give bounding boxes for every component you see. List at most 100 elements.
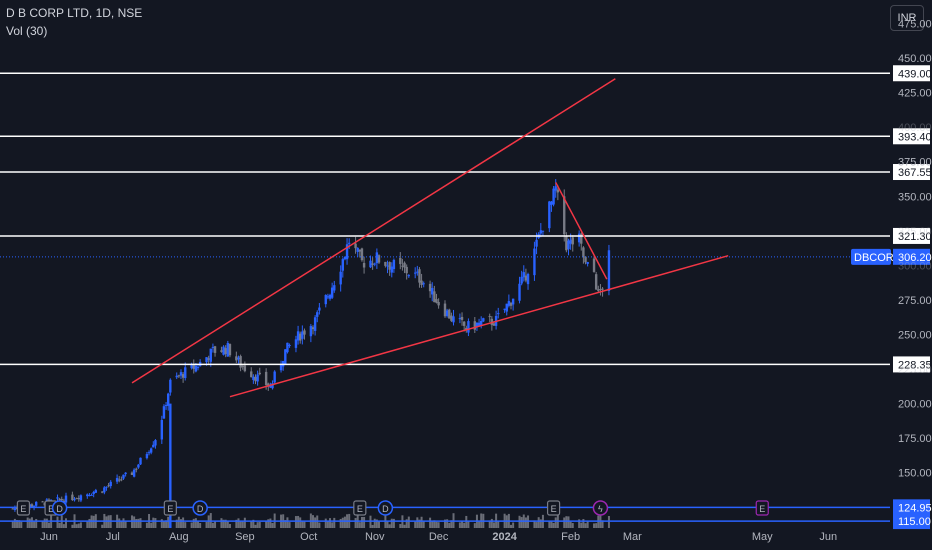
candle-body [107,485,110,487]
volume-bar [177,516,180,528]
volume-bar [105,516,108,528]
candle-body [535,239,538,247]
candle-body [160,419,164,440]
candle-body [356,247,359,252]
candle-body [269,386,272,388]
volume-bar [286,517,289,528]
candle-body [347,242,351,244]
candle-body [313,317,317,331]
candle-body [475,322,479,327]
candle-body [145,454,149,459]
candle-body [32,505,36,508]
candle-body [592,258,596,272]
time-axis: Jun Jul Aug Sep Oct Nov Dec 2024 Feb Mar May Jun [40,531,837,543]
candle-body [407,275,411,277]
earnings-icon [163,500,177,516]
volume-bar [18,520,21,528]
candle-body [324,295,327,305]
candle-body [477,322,481,326]
candle-body [318,307,321,311]
candle-body [390,266,393,273]
volume-bar [565,516,568,528]
volume-bar [463,522,466,528]
volume-bar [288,522,291,528]
candle-body [154,440,157,446]
volume-bar [301,520,304,528]
volume-bar [358,522,361,528]
volume-bar [45,518,48,528]
volume-bar [88,518,91,528]
candle-body [358,249,362,252]
volume-bar [284,520,287,528]
candle-body [492,323,496,326]
price-tick: 175.00 [898,433,932,445]
candle-body [226,343,230,357]
candle-body [164,404,168,406]
volume-bar [492,522,495,528]
volume-bar [431,521,434,528]
candle-body [184,367,187,379]
volume-bar [239,520,242,528]
price-tick: 375.00 [898,157,932,169]
candle-body [118,479,121,481]
time-tick: Jul [106,531,120,543]
volume-bar [30,517,33,528]
candle-body [311,327,315,330]
volume-bar [354,517,357,528]
candle-body [294,339,298,348]
candle-body [177,375,181,377]
volume-indicator-label: Vol (30) [6,24,48,38]
candle-body [450,315,453,321]
candle-body [479,320,483,326]
candle-body [254,376,257,382]
candle-body [90,494,93,496]
candle-body [264,371,268,386]
volume-bar [373,518,376,528]
volume-bar [314,517,317,528]
candle-body [101,491,104,493]
candle-body [452,316,455,323]
level-price-label: 367.55 [898,167,932,179]
volume-bar [343,516,346,528]
candle-body [241,365,244,367]
volume-bar [465,515,468,528]
candle-body [169,379,172,393]
candle-body [437,301,440,306]
candle-body [418,269,421,283]
volume-bar [124,521,127,528]
volume-bar [258,521,261,528]
candle-body [465,327,468,330]
candle-body [120,479,123,481]
candle-body [473,321,477,330]
candle-body [373,263,376,265]
volume-bar [220,518,223,528]
earnings-icon [16,500,31,516]
level-price-tag [893,499,930,516]
volume-bar [226,521,229,528]
level-price-tag [893,513,930,530]
candle-body [503,308,506,310]
volume-bar [250,521,253,528]
volume-bar [62,524,65,528]
candle-body [94,490,98,493]
volume-bar [135,519,138,528]
candle-body [103,487,106,493]
candle-body [548,201,551,229]
volume-bar [152,517,155,528]
candle-body [86,494,89,497]
candles [11,179,611,514]
candle-body [399,257,402,265]
candle-body [569,239,572,244]
volume-bar [294,516,297,528]
volume-bar [192,518,195,528]
price-axis: 475.00 450.00 425.00 400.00 375.00 350.00 325.… [898,18,932,479]
volume-bar [333,517,336,528]
candle-body [420,280,423,285]
volume-bar [341,517,344,528]
candle-body [565,236,568,251]
volume-bar [13,518,16,528]
currency-button[interactable]: INR [890,5,924,31]
volume-bar [390,518,393,528]
